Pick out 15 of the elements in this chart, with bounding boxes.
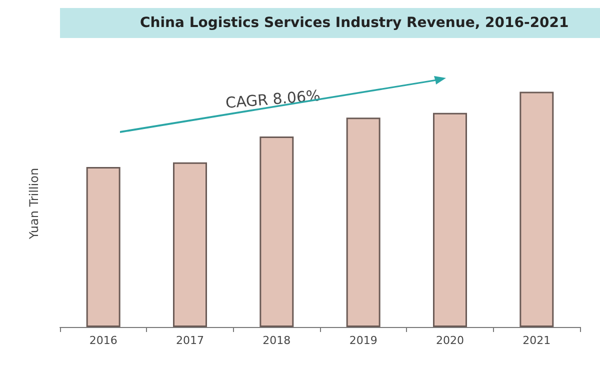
x-tick-label: 2019 [349, 334, 378, 347]
x-tick-label: 2021 [522, 334, 551, 347]
x-tick-label: 2017 [176, 334, 204, 347]
y-axis-title: Yuan Trillion [27, 168, 41, 240]
bar [260, 136, 294, 327]
annotation: CAGR 8.06% [224, 86, 321, 112]
x-tick-label: 2018 [262, 334, 291, 347]
chart-title: China Logistics Services Industry Revenue, 2016-2021 [140, 15, 569, 31]
bar [86, 167, 120, 327]
x-tick-label: 2016 [89, 334, 118, 347]
bar [346, 118, 380, 327]
bar [520, 92, 554, 327]
x-tick-label: 2020 [436, 334, 464, 347]
bar [173, 162, 207, 327]
bar [433, 112, 467, 327]
